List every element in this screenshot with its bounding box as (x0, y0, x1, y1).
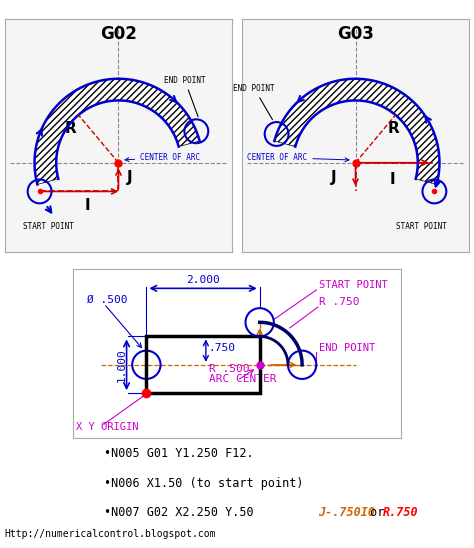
Text: R: R (64, 121, 76, 136)
Text: CENTER OF ARC: CENTER OF ARC (247, 153, 349, 162)
Text: J: J (331, 170, 337, 185)
Text: or: or (363, 506, 392, 520)
Text: START POINT: START POINT (396, 222, 447, 231)
Text: 1.000: 1.000 (117, 348, 127, 381)
Text: •N005 G01 Y1.250 F12.: •N005 G01 Y1.250 F12. (104, 447, 254, 460)
Text: .750: .750 (209, 342, 236, 352)
Bar (146, 336, 260, 393)
Text: J-.750I0: J-.750I0 (319, 506, 375, 520)
Text: R .750: R .750 (319, 298, 360, 307)
Text: 2.000: 2.000 (186, 275, 220, 284)
Text: CENTER OF ARC: CENTER OF ARC (125, 153, 201, 162)
Text: END POINT: END POINT (319, 342, 375, 352)
Polygon shape (35, 79, 200, 185)
Text: •N006 X1.50 (to start point): •N006 X1.50 (to start point) (104, 477, 304, 490)
Text: R.750: R.750 (383, 506, 418, 520)
Text: END POINT: END POINT (233, 84, 275, 119)
Text: I: I (390, 173, 395, 187)
Text: R .500: R .500 (209, 363, 249, 374)
Text: Ø .500: Ø .500 (87, 294, 128, 305)
Text: G02: G02 (100, 25, 137, 43)
Text: I: I (84, 198, 90, 213)
Text: START POINT: START POINT (23, 222, 74, 231)
Text: END POINT: END POINT (164, 76, 205, 117)
Text: G03: G03 (337, 25, 374, 43)
Text: START POINT: START POINT (319, 281, 388, 290)
Text: X Y ORIGIN: X Y ORIGIN (76, 422, 138, 432)
Text: •N007 G02 X2.250 Y.50: •N007 G02 X2.250 Y.50 (104, 506, 261, 520)
Polygon shape (274, 79, 439, 185)
Text: ARC CENTER: ARC CENTER (209, 374, 276, 384)
Text: Http://numericalcontrol.blogspot.com: Http://numericalcontrol.blogspot.com (5, 529, 216, 539)
Text: J: J (127, 170, 132, 185)
Text: R: R (388, 121, 400, 136)
